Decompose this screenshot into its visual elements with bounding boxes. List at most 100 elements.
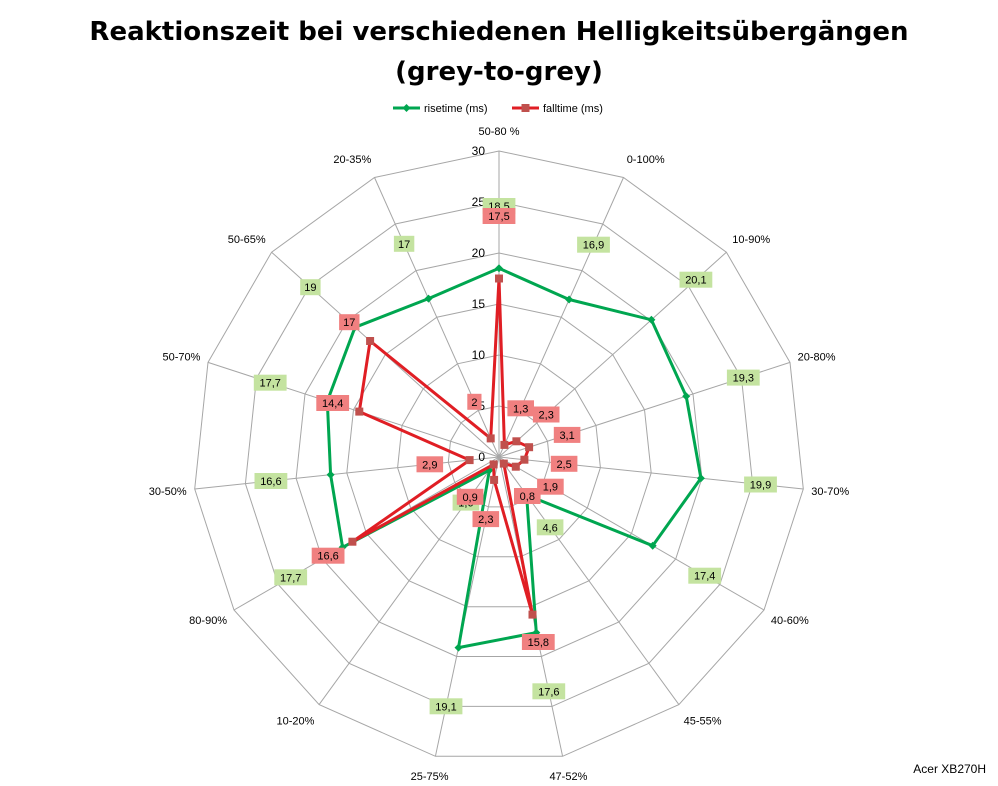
falltime-data-label-5: 1,9 [537,478,564,495]
falltime-point-7 [528,610,537,619]
legend-risetime-marker [402,104,411,112]
falltime-data-label-bg-14 [467,393,482,410]
falltime-data-label-text-3: 3,1 [559,430,574,442]
category-label-13: 50-65% [228,234,266,246]
category-label-0: 50-80 % [479,126,520,138]
category-label-1: 0-100% [627,154,665,166]
risetime-point-0 [495,264,503,273]
series-risetime-line [325,266,703,650]
risetime-data-label-12: 17,7 [253,374,287,391]
category-label-8: 25-75% [411,771,449,783]
tick-label-15: 15 [472,297,486,311]
grid-ring-10 [397,354,601,558]
falltime-data-label-bg-8 [472,511,500,528]
falltime-point-3 [525,443,534,452]
risetime-data-label-14: 17 [393,235,415,252]
risetime-data-label-text-7: 17,6 [538,686,559,698]
risetime-data-label-bg-6 [536,519,564,536]
falltime-point-6 [499,459,508,468]
tick-label-20: 20 [472,246,486,260]
falltime-data-label-9: 0,9 [456,488,484,505]
falltime-point-11 [465,456,474,465]
falltime-point-0 [495,274,503,283]
falltime-data-label-text-0: 17,5 [488,211,509,223]
risetime-data-label-text-11: 16,6 [260,476,281,488]
falltime-data-label-11: 2,9 [416,456,444,473]
falltime-data-label-bg-11 [416,456,444,473]
risetime-data-label-text-1: 16,9 [583,240,604,252]
falltime-data-label-text-7: 15,8 [528,637,549,649]
chart-title-line-2: (grey-to-grey) [395,57,603,87]
falltime-data-label-text-9: 0,9 [462,492,477,504]
spoke-14 [374,177,500,458]
risetime-data-label-10: 17,7 [274,569,308,586]
category-label-6: 45-55% [684,716,722,728]
falltime-data-label-text-8: 2,3 [478,514,493,526]
risetime-data-label-11: 16,6 [254,473,288,489]
tick-label-30: 30 [472,144,486,158]
grid-ring-25 [244,201,754,707]
risetime-data-label-text-3: 19,3 [733,373,754,385]
risetime-data-label-bg-11 [254,473,288,489]
category-label-11: 30-50% [149,486,187,498]
falltime-point-10 [348,537,357,546]
falltime-data-label-bg-7 [521,634,555,650]
falltime-data-label-bg-13 [339,314,360,331]
risetime-data-label-5: 17,4 [688,567,722,584]
falltime-data-label-6: 0,8 [514,488,541,504]
falltime-data-label-bg-0 [482,208,516,224]
falltime-data-label-14: 2 [467,393,482,410]
risetime-point-5 [648,541,657,550]
category-label-3: 20-80% [798,351,836,363]
grid-ring-5 [447,405,551,508]
category-label-2: 10-90% [732,234,770,246]
risetime-data-label-bg-14 [393,235,415,252]
risetime-point-2 [647,315,656,324]
category-label-14: 20-35% [333,154,371,166]
risetime-data-label-text-4: 19,9 [750,480,771,492]
falltime-point-9 [489,460,498,469]
category-labels: 50-80 % 0-100% 10-90% 20-80% 30-70% 40-60% 45-… [149,126,850,783]
falltime-data-label-bg-3 [553,426,581,443]
legend-risetime-label: risetime (ms) [424,103,488,115]
legend: risetime (ms) falltime (ms) [393,103,603,115]
risetime-data-label-text-8: 19,1 [435,701,456,713]
falltime-data-label-1: 1,3 [507,400,534,417]
falltime-data-label-text-12: 14,4 [322,398,343,410]
falltime-point-4 [520,455,529,464]
risetime-data-label-bg-7 [532,683,566,700]
falltime-data-label-2: 2,3 [532,406,560,423]
falltime-data-label-bg-5 [537,478,564,495]
category-label-9: 10-20% [276,716,314,728]
falltime-point-13 [366,337,375,345]
legend-falltime-marker [521,104,530,112]
risetime-data-label-bg-5 [688,567,722,584]
falltime-data-label-8: 2,3 [472,511,500,528]
falltime-data-label-text-14: 2 [471,397,477,409]
tick-label-25: 25 [472,195,486,209]
falltime-data-label-12: 14,4 [316,395,350,411]
falltime-data-label-text-4: 2,5 [556,459,571,471]
grid-ring-30 [194,150,804,757]
risetime-data-label-6: 4,6 [536,519,564,536]
falltime-data-label-3: 3,1 [553,426,581,443]
chart-title: Reaktionszeit bei verschiedenen Helligke… [0,12,998,92]
tick-label-0: 0 [478,450,485,464]
watermark-text: Acer XB270H [913,762,986,776]
falltime-point-8 [490,475,499,484]
falltime-data-label-bg-4 [550,455,578,472]
radial-tick-labels: 0 5 10 15 20 25 30 [472,144,486,464]
falltime-point-2 [512,437,521,446]
risetime-data-label-8: 19,1 [429,698,463,715]
risetime-data-label-text-14: 17 [398,239,410,251]
falltime-data-label-10: 16,6 [311,547,345,564]
falltime-point-14 [486,434,495,443]
falltime-data-label-text-1: 1,3 [513,403,528,415]
risetime-point-4 [696,474,705,483]
risetime-data-label-bg-10 [274,569,308,586]
series-layer [323,264,705,652]
risetime-data-label-bg-8 [429,698,463,715]
falltime-data-label-text-2: 2,3 [539,410,554,422]
category-label-5: 40-60% [771,615,809,627]
risetime-data-label-text-2: 20,1 [685,275,706,287]
